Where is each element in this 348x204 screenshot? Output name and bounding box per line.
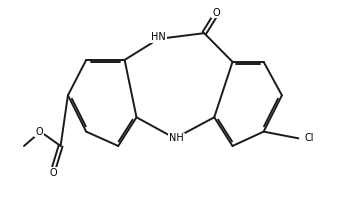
Text: O: O xyxy=(35,127,43,137)
Text: Cl: Cl xyxy=(304,133,314,143)
Text: O: O xyxy=(212,8,220,18)
Text: O: O xyxy=(49,168,57,178)
Text: NH: NH xyxy=(169,133,184,143)
Text: HN: HN xyxy=(151,32,166,42)
